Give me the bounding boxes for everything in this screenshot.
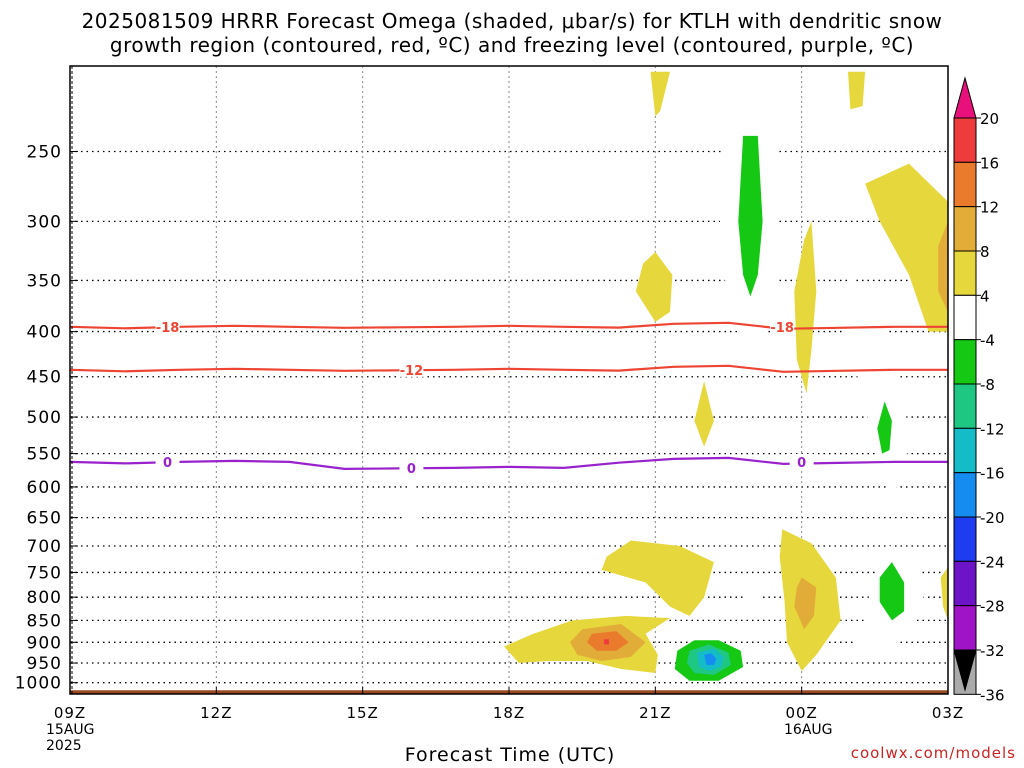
omega-blob-bullseye-blue bbox=[704, 653, 717, 665]
x-axis-ticks: 09Z 12Z 15Z 18Z 21Z 00Z 03Z bbox=[54, 687, 964, 722]
contour-label-bg--12-0 bbox=[399, 361, 424, 377]
contour-label--12-0: -12 bbox=[400, 364, 424, 379]
contour-label-bg--18-1 bbox=[770, 318, 795, 334]
y-tick-label-350: 350 bbox=[27, 271, 62, 291]
y-tick-label-800: 800 bbox=[27, 588, 62, 608]
omega-blob-yellow-21z bbox=[635, 252, 673, 322]
y-tick-label-950: 950 bbox=[27, 654, 62, 674]
x-date-label-left: 15AUG 2025 bbox=[46, 722, 95, 754]
omega-blob-red-low bbox=[604, 639, 609, 645]
y-tick-label-550: 550 bbox=[27, 445, 62, 465]
colorbar-segment-0 bbox=[953, 117, 977, 163]
x-tick-label-21Z: 21Z bbox=[639, 704, 671, 722]
x-tick-label-18Z: 18Z bbox=[493, 704, 525, 722]
x-tick-label-15Z: 15Z bbox=[346, 704, 378, 722]
contour-label-0-0: 0 bbox=[163, 456, 172, 471]
omega-blob-green-23z bbox=[745, 582, 761, 614]
colorbar-label--12: -12 bbox=[980, 420, 1005, 438]
contour-label--18-0: -18 bbox=[156, 321, 180, 336]
colorbar-label--36: -36 bbox=[980, 686, 1005, 704]
colorbar-label--8: -8 bbox=[980, 376, 995, 394]
y-tick-label-500: 500 bbox=[27, 408, 62, 428]
colorbar-segment-2 bbox=[953, 206, 977, 252]
y-tick-label-700: 700 bbox=[27, 537, 62, 557]
colorbar-label-8: 8 bbox=[980, 243, 990, 261]
colorbar-segment-1 bbox=[953, 161, 977, 208]
contour-label-bg-0-2 bbox=[789, 453, 814, 469]
y-tick-label-650: 650 bbox=[27, 509, 62, 529]
chart-title-line-1: 2025081509 HRRR Forecast Omega (shaded, … bbox=[81, 9, 943, 33]
colorbar-label--28: -28 bbox=[980, 598, 1005, 616]
x-tick-label-12Z: 12Z bbox=[200, 704, 232, 722]
omega-blob-teal-core bbox=[738, 135, 763, 297]
y-tick-label-750: 750 bbox=[27, 563, 62, 583]
colorbar-label--16: -16 bbox=[980, 465, 1005, 483]
colorbar: 20 16 12 8 4 -4 -8 -12 -16 -20 -24 -28 -32 -36 bbox=[953, 76, 1005, 704]
y-tick-label-400: 400 bbox=[27, 323, 62, 343]
colorbar-label-16: 16 bbox=[980, 154, 999, 172]
omega-blob-yellow-upper-right bbox=[865, 163, 948, 332]
omega-blob-green-right bbox=[843, 274, 909, 494]
y-tick-label-450: 450 bbox=[27, 368, 62, 388]
omega-blob-teal-right bbox=[877, 401, 892, 454]
colorbar-segment-10 bbox=[953, 560, 977, 607]
x-tick-label-09Z: 09Z bbox=[54, 704, 86, 722]
y-tick-label-300: 300 bbox=[27, 212, 62, 232]
contour-line--12 bbox=[69, 364, 948, 373]
colorbar-bottom-arrow bbox=[953, 649, 977, 692]
x-date-label-mid: 16AUG bbox=[784, 722, 833, 738]
colorbar-label--24: -24 bbox=[980, 553, 1005, 571]
y-tick-label-1000: 1000 bbox=[15, 674, 62, 694]
contour-label-0-1: 0 bbox=[407, 462, 416, 477]
y-tick-label-850: 850 bbox=[27, 611, 62, 631]
colorbar-label-12: 12 bbox=[980, 199, 999, 217]
colorbar-segment-5 bbox=[953, 339, 977, 385]
omega-blob-green-16z bbox=[401, 480, 422, 552]
colorbar-label--4: -4 bbox=[980, 332, 995, 350]
colorbar-top-arrow bbox=[953, 76, 977, 119]
colorbar-segment-7 bbox=[953, 427, 977, 474]
colorbar-segment-4 bbox=[953, 294, 977, 341]
temperature-contours: -18 -18 -12 0 0 0 bbox=[69, 318, 948, 477]
x-date-left-day: 15AUG bbox=[46, 722, 95, 738]
colorbar-segment-3 bbox=[953, 250, 977, 296]
omega-blob-yellow-22z bbox=[694, 381, 714, 447]
omega-blob-gold-00z-low bbox=[794, 577, 817, 630]
chart-title-line-2: growth region (contoured, red, ºC) and f… bbox=[109, 33, 915, 57]
contour-label-bg-0-1 bbox=[399, 459, 424, 475]
source-credit: coolwx.com/models bbox=[850, 744, 1016, 762]
colorbar-label--32: -32 bbox=[980, 642, 1005, 660]
colorbar-segment-6 bbox=[953, 383, 977, 429]
contour-label-bg-0-0 bbox=[155, 453, 180, 469]
omega-blob-teal-lower-right bbox=[879, 562, 905, 621]
contour-label-0-2: 0 bbox=[797, 456, 806, 471]
contour-line-0 bbox=[69, 456, 948, 471]
colorbar-segment-9 bbox=[953, 516, 977, 562]
y-tick-label-600: 600 bbox=[27, 478, 62, 498]
omega-blob-yellow-00z bbox=[794, 221, 817, 394]
x-tick-label-00Z: 00Z bbox=[785, 704, 817, 722]
colorbar-label-20: 20 bbox=[980, 110, 999, 128]
omega-blob-top-1 bbox=[650, 71, 670, 117]
omega-blob-top-2 bbox=[848, 71, 866, 110]
y-tick-label-250: 250 bbox=[27, 142, 62, 162]
omega-blob-gold-upper-right bbox=[938, 221, 948, 312]
omega-blob-yellow-700 bbox=[601, 540, 714, 616]
omega-blob-yellow-edge bbox=[940, 567, 948, 621]
x-axis-title: Forecast Time (UTC) bbox=[404, 744, 616, 766]
contour-label--18-1: -18 bbox=[770, 321, 794, 336]
y-axis-ticks: 2503003504004505005506006507007508008509… bbox=[15, 142, 78, 694]
colorbar-segment-8 bbox=[953, 472, 977, 518]
colorbar-label--20: -20 bbox=[980, 509, 1005, 527]
colorbar-label-4: 4 bbox=[980, 287, 990, 305]
x-tick-label-03Z: 03Z bbox=[932, 704, 964, 722]
colorbar-segment-11 bbox=[953, 605, 977, 651]
x-date-left-year: 2025 bbox=[46, 738, 82, 754]
y-tick-label-900: 900 bbox=[27, 633, 62, 653]
contour-line--18 bbox=[69, 321, 948, 330]
omega-shading bbox=[70, 71, 948, 694]
contour-label-bg--18-0 bbox=[155, 318, 180, 334]
